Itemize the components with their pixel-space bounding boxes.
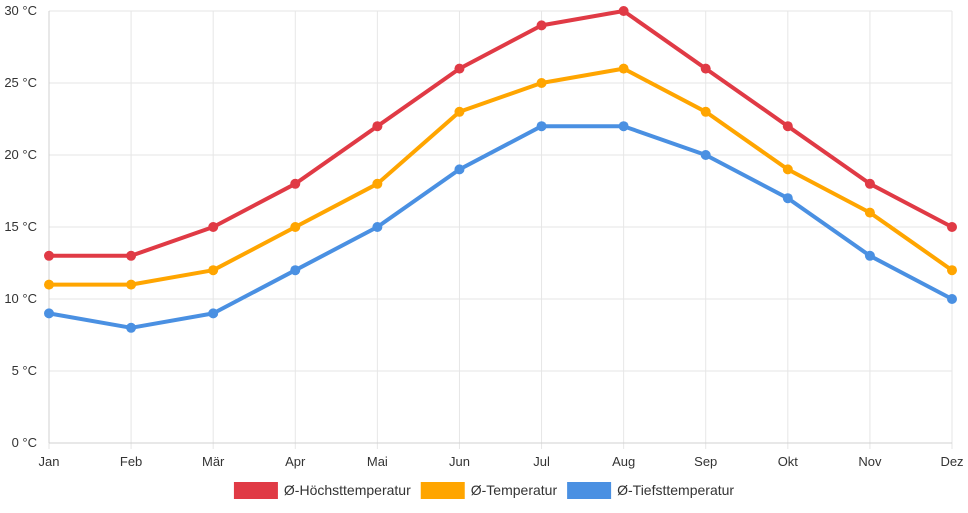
series-line: [47, 124, 954, 330]
series-1: [44, 63, 957, 290]
data-point[interactable]: [864, 178, 875, 189]
x-tick-label: Sep: [694, 454, 717, 469]
data-point[interactable]: [947, 294, 957, 304]
data-point[interactable]: [947, 222, 957, 232]
data-point[interactable]: [372, 121, 383, 132]
y-tick-label: 0 °C: [12, 435, 37, 450]
legend-swatch: [233, 482, 278, 499]
series-0: [44, 6, 957, 261]
data-point[interactable]: [290, 265, 301, 276]
series-lines: [44, 6, 957, 333]
x-tick-label: Jul: [533, 454, 550, 469]
x-tick-label: Jan: [39, 454, 60, 469]
data-point[interactable]: [126, 250, 137, 261]
data-point[interactable]: [700, 63, 711, 74]
data-point[interactable]: [208, 265, 219, 276]
legend-label: Ø-Höchsttemperatur: [284, 482, 411, 498]
data-point[interactable]: [454, 63, 465, 74]
legend: Ø-Höchsttemperatur Ø-Temperatur Ø-Tiefstte…: [233, 482, 734, 499]
data-point[interactable]: [618, 121, 629, 132]
data-point[interactable]: [454, 106, 465, 117]
x-tick-label: Aug: [612, 454, 635, 469]
data-point[interactable]: [290, 178, 301, 189]
x-tick-label: Nov: [858, 454, 882, 469]
data-point[interactable]: [536, 78, 547, 88]
data-point[interactable]: [290, 222, 301, 232]
x-tick-label: Jun: [449, 454, 470, 469]
x-tick-label: Dez: [940, 454, 963, 469]
legend-label: Ø-Temperatur: [471, 482, 558, 498]
data-point[interactable]: [208, 222, 219, 232]
x-tick-label: Mai: [367, 454, 388, 469]
grid-lines: [48, 10, 953, 449]
data-point[interactable]: [782, 164, 793, 175]
data-point[interactable]: [864, 250, 875, 261]
x-tick-label: Mär: [202, 454, 225, 469]
data-point[interactable]: [44, 250, 54, 261]
y-tick-label: 30 °C: [4, 3, 37, 18]
data-point[interactable]: [700, 106, 711, 117]
y-tick-label: 25 °C: [4, 75, 37, 90]
data-point[interactable]: [864, 207, 875, 218]
legend-item[interactable]: Ø-Temperatur: [420, 482, 558, 499]
y-tick-label: 10 °C: [4, 291, 37, 306]
data-point[interactable]: [454, 164, 465, 175]
data-point[interactable]: [536, 20, 547, 31]
data-point[interactable]: [618, 63, 629, 74]
data-point[interactable]: [536, 121, 547, 132]
series-line: [47, 9, 954, 258]
data-point[interactable]: [782, 121, 793, 132]
data-point[interactable]: [782, 193, 793, 204]
legend-item[interactable]: Ø-Tiefsttemperatur: [567, 482, 734, 499]
series-line: [47, 66, 954, 287]
legend-label: Ø-Tiefsttemperatur: [617, 482, 734, 498]
data-point[interactable]: [208, 308, 219, 319]
data-point[interactable]: [372, 222, 383, 232]
legend-item[interactable]: Ø-Höchsttemperatur: [233, 482, 411, 499]
y-tick-label: 5 °C: [12, 363, 37, 378]
data-point[interactable]: [618, 6, 629, 16]
legend-swatch: [420, 482, 465, 499]
x-tick-label: Feb: [120, 454, 142, 469]
legend-swatch: [567, 482, 612, 499]
data-point[interactable]: [126, 322, 137, 333]
data-point[interactable]: [947, 265, 957, 276]
x-tick-label: Apr: [285, 454, 306, 469]
x-tick-label: Okt: [778, 454, 799, 469]
data-point[interactable]: [126, 279, 137, 290]
data-point[interactable]: [372, 178, 383, 189]
series-2: [44, 121, 957, 333]
data-point[interactable]: [700, 150, 711, 160]
data-point[interactable]: [44, 279, 54, 290]
data-point[interactable]: [44, 308, 54, 319]
axis-labels: 0 °C 5 °C 10 °C 15 °C 20 °C 25 °C 30 °C Jan Feb M…: [4, 3, 963, 469]
y-tick-label: 15 °C: [4, 219, 37, 234]
y-tick-label: 20 °C: [4, 147, 37, 162]
